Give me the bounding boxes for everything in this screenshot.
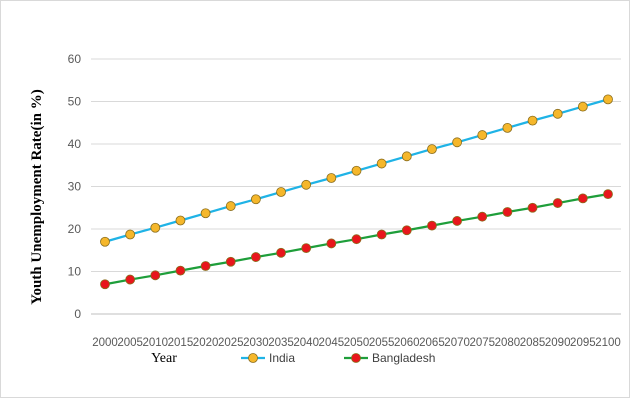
data-point	[351, 165, 362, 176]
data-point	[603, 189, 613, 200]
data-point	[100, 279, 110, 290]
data-point	[477, 211, 488, 222]
x-tick-label: 2055	[369, 337, 395, 349]
x-tick-label: 2100	[595, 337, 621, 349]
legend-marker	[351, 353, 361, 363]
data-point	[502, 207, 513, 217]
x-tick-label: 2035	[268, 337, 294, 349]
data-point	[527, 202, 538, 213]
data-point	[150, 222, 161, 233]
data-point	[427, 220, 437, 231]
data-point	[125, 274, 136, 285]
legend-marker	[248, 353, 258, 363]
y-axis-title: Youth Unemployment Rate(in %)	[29, 89, 45, 304]
y-tick-label: 60	[68, 52, 82, 66]
series-lines	[100, 94, 613, 290]
data-point	[200, 208, 211, 219]
y-tick-label: 20	[68, 222, 82, 236]
x-tick-label: 2095	[570, 337, 596, 349]
data-point	[376, 229, 387, 240]
x-tick-label: 2060	[394, 337, 420, 349]
data-point	[401, 225, 412, 236]
data-point	[401, 151, 412, 162]
series-bangladesh	[100, 189, 613, 290]
x-tick-label: 2015	[168, 337, 194, 349]
data-point	[552, 108, 563, 119]
data-point	[427, 144, 437, 155]
data-point	[351, 234, 362, 245]
data-point	[376, 158, 387, 169]
x-axis-ticks: 2000 2005 2010 2015 2020 2025 2030 2035 2040 2045…	[92, 337, 621, 349]
x-tick-label: 2045	[319, 337, 345, 349]
x-tick-label: 2080	[495, 337, 521, 349]
data-point	[301, 243, 312, 254]
x-axis-title: Year	[151, 351, 177, 366]
x-tick-label: 2085	[520, 337, 546, 349]
x-tick-label: 2065	[419, 337, 445, 349]
x-tick-label: 2070	[444, 337, 470, 349]
data-point	[477, 130, 488, 140]
data-point	[200, 261, 211, 271]
data-point	[100, 236, 110, 247]
data-point	[452, 216, 463, 226]
y-axis-ticks: 0 10 20 30 40 50 60	[68, 52, 82, 321]
gridlines	[91, 58, 621, 315]
legend-item: Bangladesh	[344, 351, 435, 365]
data-point	[125, 229, 136, 240]
x-tick-label: 2010	[143, 337, 169, 349]
data-point	[502, 122, 513, 133]
data-point	[225, 201, 236, 211]
data-point	[175, 265, 186, 276]
data-point	[175, 215, 186, 226]
data-point	[276, 187, 286, 197]
data-point	[326, 173, 337, 183]
y-tick-label: 40	[68, 137, 82, 151]
y-tick-label: 0	[74, 307, 81, 321]
legend-item: India	[241, 351, 295, 365]
data-point	[527, 115, 538, 126]
x-tick-label: 2030	[243, 337, 269, 349]
x-tick-label: 2025	[218, 337, 244, 349]
data-point	[276, 247, 286, 258]
legend-label: Bangladesh	[372, 351, 435, 365]
data-point	[552, 198, 563, 208]
legend: India Bangladesh	[241, 351, 435, 365]
data-point	[150, 270, 161, 281]
data-point	[577, 193, 588, 204]
x-tick-label: 2050	[344, 337, 370, 349]
data-point	[250, 252, 261, 262]
data-point	[577, 101, 588, 112]
data-point	[250, 194, 261, 205]
data-point	[326, 238, 337, 249]
x-tick-label: 2000	[92, 337, 118, 349]
x-tick-label: 2075	[469, 337, 495, 349]
y-tick-label: 50	[68, 95, 82, 109]
series-india	[100, 94, 613, 247]
data-point	[452, 137, 463, 148]
x-tick-label: 2040	[293, 337, 319, 349]
x-tick-label: 2020	[193, 337, 219, 349]
data-point	[225, 256, 236, 267]
x-tick-label: 2005	[117, 337, 143, 349]
y-tick-label: 30	[68, 180, 82, 194]
data-point	[301, 179, 312, 190]
legend-label: India	[269, 351, 295, 365]
y-tick-label: 10	[68, 265, 82, 279]
x-tick-label: 2090	[545, 337, 571, 349]
data-point	[603, 94, 613, 105]
